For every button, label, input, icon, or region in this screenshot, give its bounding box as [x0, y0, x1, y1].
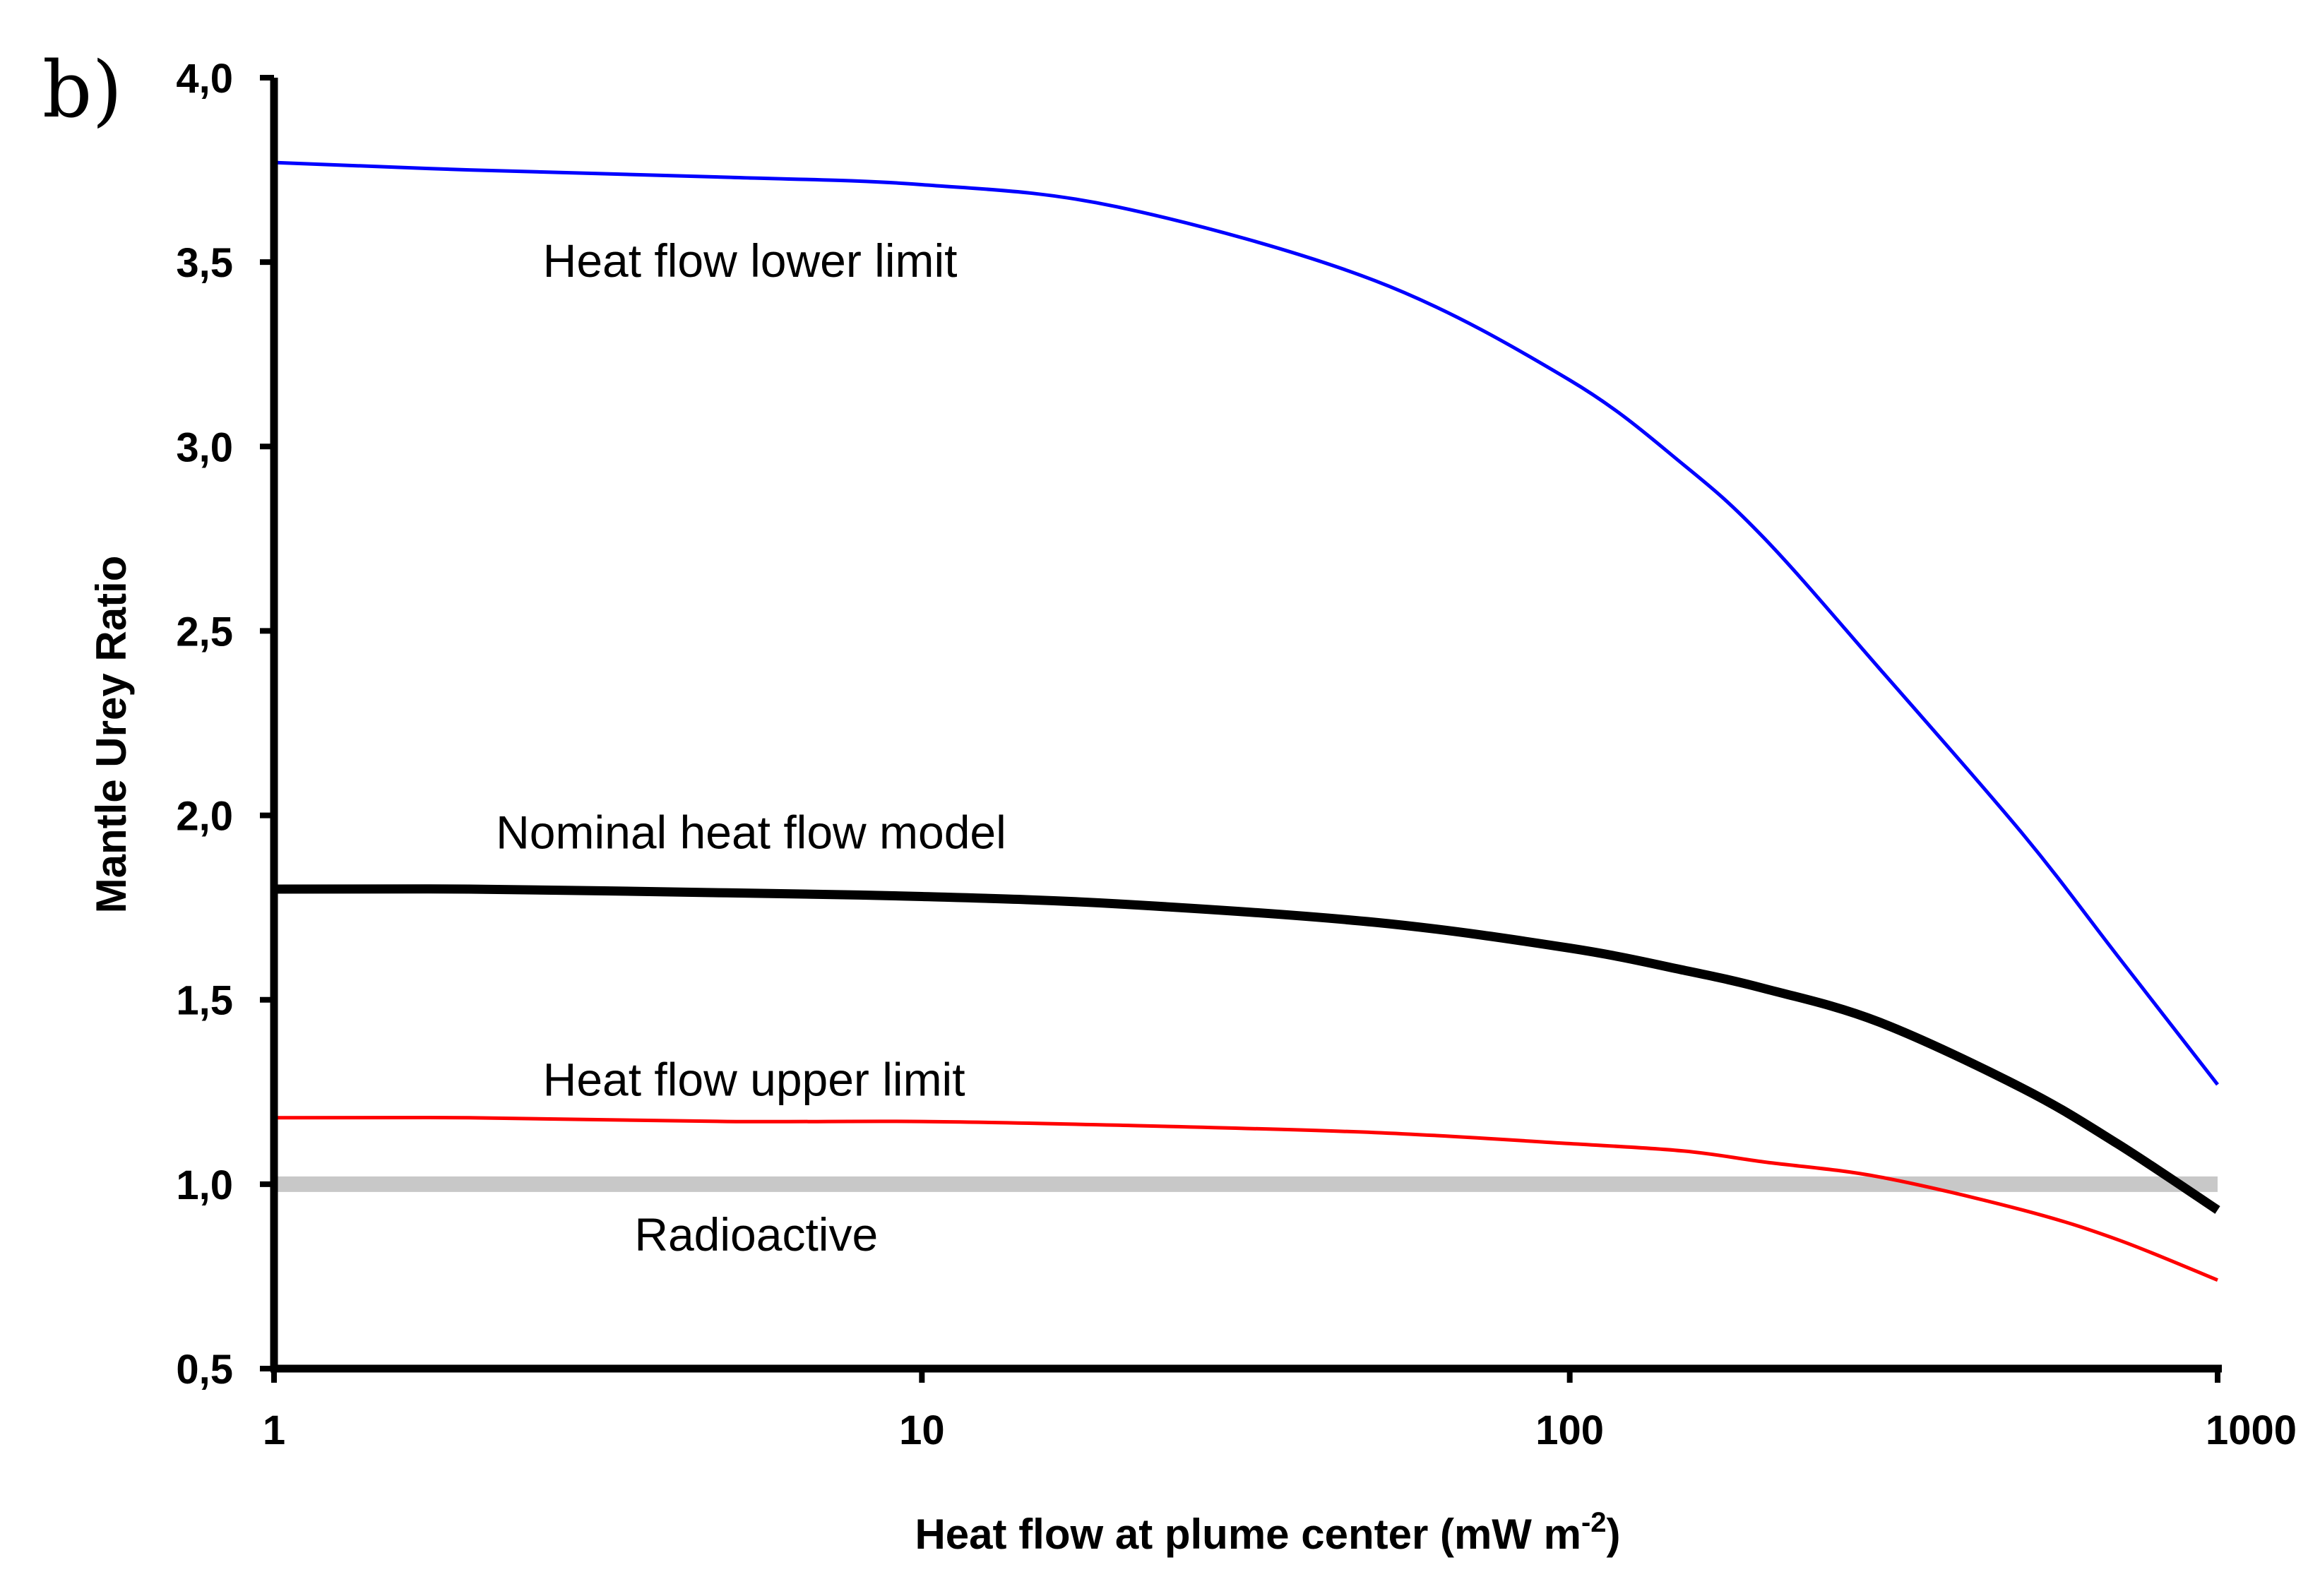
x-ticks: 1 10 100 1000	[263, 1369, 2297, 1453]
series-line-nominal-heat-flow-model	[273, 884, 2220, 1214]
x-axis-title-sup: -2	[1581, 1507, 1607, 1538]
y-ticks: 0,5 1,0 1,5 2,0 2,5 3,0 3,5 4,0	[176, 56, 274, 1393]
y-tick-label: 0,5	[176, 1347, 233, 1393]
annotation-layer: Heat flow lower limit Nominal heat flow m…	[496, 234, 1006, 1261]
series-annotation: Radioactive	[634, 1208, 878, 1261]
x-tick-label: 1000	[2206, 1407, 2297, 1453]
y-axis-title: Mantle Urey Ratio	[88, 556, 135, 914]
y-tick-label: 2,5	[176, 609, 233, 655]
x-axis-title-main: Heat flow at plume center (mW m	[915, 1511, 1581, 1558]
series-layer	[273, 160, 2220, 1282]
x-tick-label: 1	[263, 1407, 285, 1453]
x-tick-label: 10	[899, 1407, 945, 1453]
x-tick-label: 100	[1535, 1407, 1604, 1453]
panel-label: b)	[42, 44, 122, 135]
y-tick-label: 1,5	[176, 978, 233, 1024]
series-annotation: Heat flow lower limit	[543, 234, 958, 287]
y-tick-label: 3,5	[176, 240, 233, 286]
series-annotation: Heat flow upper limit	[543, 1054, 965, 1106]
y-tick-label: 3,0	[176, 424, 233, 470]
x-axis-title: Heat flow at plume center (mW m-2)	[915, 1507, 1620, 1558]
y-tick-label: 1,0	[176, 1162, 233, 1208]
y-tick-label: 4,0	[176, 56, 233, 102]
y-tick-label: 2,0	[176, 794, 233, 840]
series-line-heat-flow-lower-limit	[273, 160, 2219, 1086]
series-line-heat-flow-upper-limit	[273, 1115, 2218, 1282]
x-axis-title-end: )	[1607, 1511, 1621, 1558]
series-annotation: Nominal heat flow model	[496, 806, 1006, 859]
